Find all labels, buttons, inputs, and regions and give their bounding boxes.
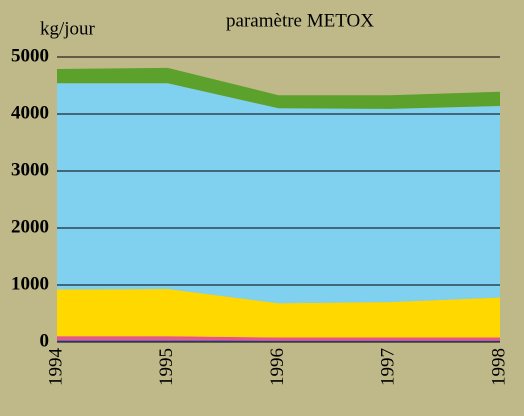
y-tick-label: 3000 <box>11 159 49 180</box>
labels: 0 1000 2000 3000 4000 5000 1994 1995 1996 1997 199… <box>11 45 509 386</box>
y-tick-label: 0 <box>40 330 50 351</box>
y-tick-label: 2000 <box>11 216 49 237</box>
chart-title: paramètre METOX <box>226 10 374 31</box>
y-axis-label: kg/jour <box>40 18 96 39</box>
x-tick-label: 1995 <box>156 348 177 386</box>
area <box>57 336 500 341</box>
x-tick-label: 1996 <box>267 348 288 386</box>
area <box>57 67 500 109</box>
x-tick-label: 1998 <box>488 348 509 386</box>
y-tick-label: 4000 <box>11 102 49 123</box>
area <box>57 288 500 338</box>
x-tick-label: 1997 <box>378 348 399 386</box>
y-tick-label: 5000 <box>11 45 49 66</box>
y-tick-label: 1000 <box>11 273 49 294</box>
area <box>57 83 500 304</box>
x-tick-label: 1994 <box>45 348 66 387</box>
grid <box>57 56 500 343</box>
areas <box>57 67 500 342</box>
